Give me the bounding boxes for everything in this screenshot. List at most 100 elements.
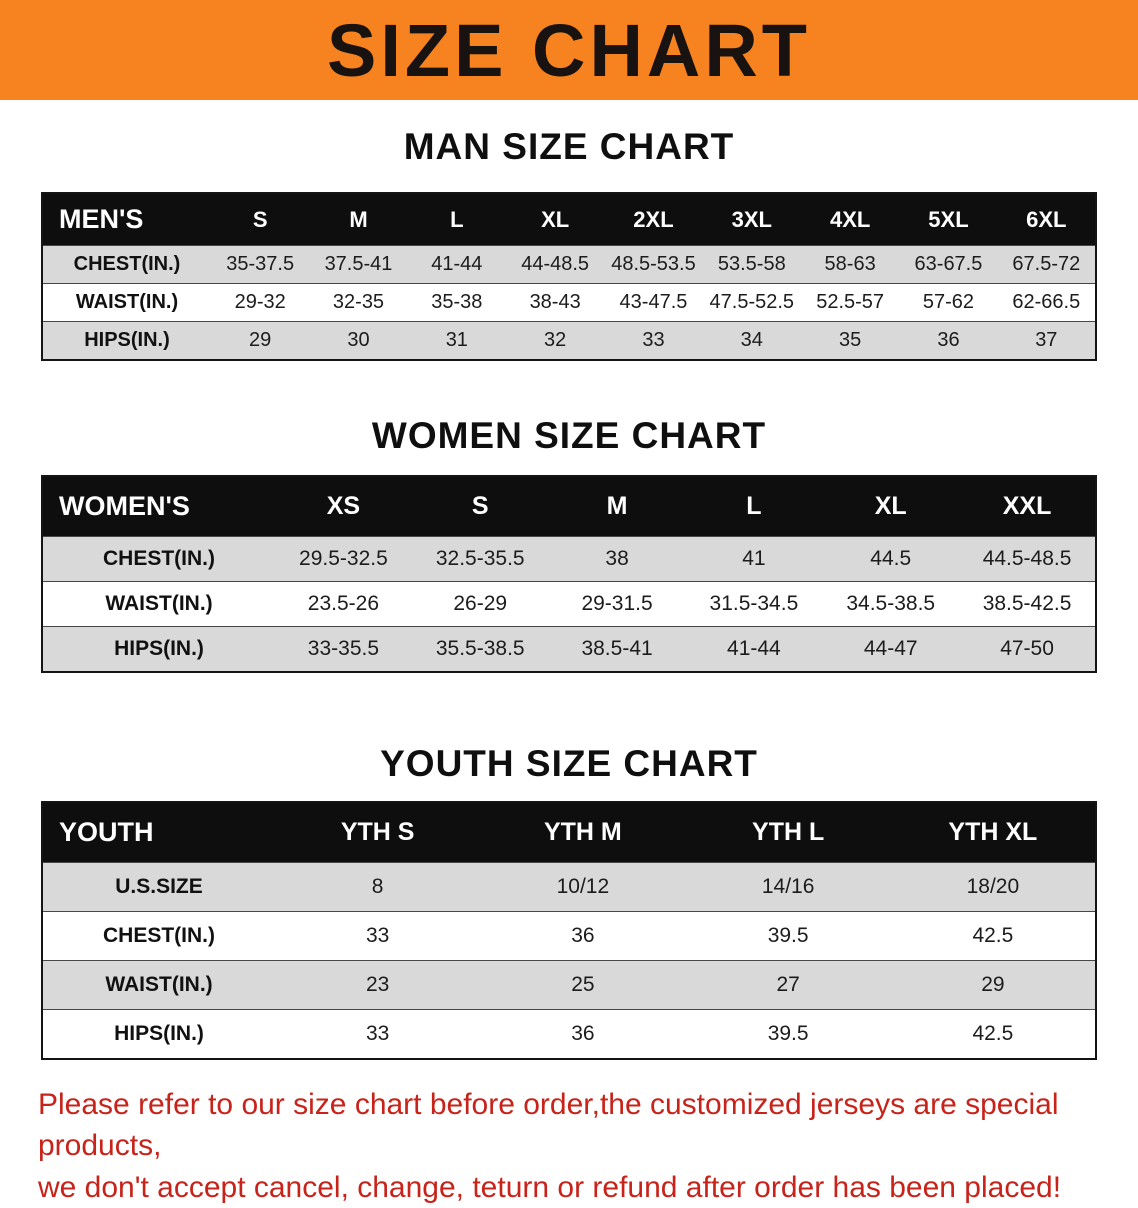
table-corner-label: MEN'S bbox=[42, 193, 211, 246]
size-column-header: 4XL bbox=[800, 193, 900, 246]
size-column-header: YTH S bbox=[275, 802, 481, 863]
table-row: HIPS(IN.) 29 30 31 32 33 34 35 36 37 bbox=[42, 321, 1096, 360]
size-column-header: S bbox=[211, 193, 310, 246]
measurement-cell: 29 bbox=[981, 973, 1005, 996]
order-notice: Please refer to our size chart before or… bbox=[0, 1084, 1138, 1208]
size-column-header: L bbox=[685, 476, 823, 537]
men-size-table: MEN'S S M L XL 2XL 3XL 4XL 5XL 6XL CHEST(IN.) 35-37… bbox=[41, 192, 1097, 361]
row-label: CHEST(IN.) bbox=[103, 924, 215, 947]
table-header-row: MEN'S S M L XL 2XL 3XL 4XL 5XL 6XL bbox=[42, 193, 1096, 246]
youth-size-table: YOUTH YTH S YTH M YTH L YTH XL U.S.SIZE 8 10/12… bbox=[41, 801, 1097, 1060]
youth-size-section: YOUTH SIZE CHART YOUTH YTH S YTH M YTH L YTH… bbox=[41, 743, 1097, 1060]
measurement-cell: 36 bbox=[571, 924, 595, 947]
measurement-cell: 32.5-35.5 bbox=[435, 547, 525, 570]
measurement-cell: 25 bbox=[571, 973, 595, 996]
measurement-cell: 35 bbox=[839, 329, 862, 351]
row-label: CHEST(IN.) bbox=[103, 547, 215, 570]
men-size-section: MAN SIZE CHART MEN'S S M L XL 2XL 3XL 4XL 5XL 6XL… bbox=[41, 126, 1097, 361]
measurement-cell: 38 bbox=[605, 547, 629, 570]
table-row: WAIST(IN.) 29-32 32-35 35-38 38-43 43-47.5 47.… bbox=[42, 283, 1096, 322]
measurement-cell: 36 bbox=[937, 329, 960, 351]
women-size-table: WOMEN'S XS S M L XL XXL CHEST(IN.) 29.5-32.5 32.5… bbox=[41, 475, 1097, 673]
measurement-cell: 48.5-53.5 bbox=[611, 253, 696, 275]
measurement-cell: 30 bbox=[347, 329, 370, 351]
measurement-cell: 41 bbox=[742, 547, 766, 570]
row-label: HIPS(IN.) bbox=[84, 329, 170, 351]
table-row: WAIST(IN.) 23.5-26 26-29 29-31.5 31.5-34.5 34… bbox=[42, 581, 1096, 627]
measurement-cell: 44.5 bbox=[870, 547, 912, 570]
table-row: CHEST(IN.) 33 36 39.5 42.5 bbox=[42, 911, 1096, 961]
measurement-cell: 37.5-41 bbox=[324, 253, 393, 275]
measurement-cell: 44-48.5 bbox=[521, 253, 590, 275]
measurement-cell: 32-35 bbox=[332, 291, 385, 313]
women-section-title: WOMEN SIZE CHART bbox=[371, 415, 767, 456]
measurement-cell: 62-66.5 bbox=[1012, 291, 1081, 313]
table-header-row: YOUTH YTH S YTH M YTH L YTH XL bbox=[42, 802, 1096, 863]
table-row: HIPS(IN.) 33 36 39.5 42.5 bbox=[42, 1009, 1096, 1059]
size-column-header: YTH XL bbox=[890, 802, 1096, 863]
table-row: CHEST(IN.) 29.5-32.5 32.5-35.5 38 41 44.5 44.5… bbox=[42, 536, 1096, 582]
measurement-cell: 36 bbox=[571, 1022, 595, 1045]
measurement-cell: 34 bbox=[740, 329, 763, 351]
measurement-cell: 33 bbox=[365, 1022, 390, 1045]
page-title: SIZE CHART bbox=[327, 8, 811, 92]
table-corner-label: YOUTH bbox=[42, 802, 275, 863]
measurement-cell: 34.5-38.5 bbox=[846, 592, 936, 615]
measurement-cell: 53.5-58 bbox=[717, 253, 786, 275]
size-column-header: M bbox=[309, 193, 408, 246]
measurement-cell: 23 bbox=[365, 973, 390, 996]
size-column-header: YTH M bbox=[480, 802, 686, 863]
measurement-cell: 29-32 bbox=[234, 291, 286, 313]
measurement-cell: 23.5-26 bbox=[307, 592, 380, 615]
measurement-cell: 41-44 bbox=[727, 637, 781, 660]
measurement-cell: 26-29 bbox=[453, 592, 508, 615]
measurement-cell: 63-67.5 bbox=[914, 253, 983, 275]
measurement-cell: 42.5 bbox=[972, 1022, 1014, 1045]
measurement-cell: 67.5-72 bbox=[1012, 253, 1081, 275]
table-row: WAIST(IN.) 23 25 27 29 bbox=[42, 960, 1096, 1010]
youth-section-title: YOUTH SIZE CHART bbox=[380, 743, 758, 784]
measurement-cell: 44-47 bbox=[863, 637, 918, 660]
row-label: HIPS(IN.) bbox=[114, 1022, 204, 1045]
measurement-cell: 33 bbox=[642, 329, 665, 351]
measurement-cell: 38-43 bbox=[529, 291, 581, 313]
men-section-title: MAN SIZE CHART bbox=[403, 126, 735, 167]
size-column-header: XL bbox=[505, 193, 605, 246]
measurement-cell: 47-50 bbox=[1000, 637, 1054, 660]
table-header-row: WOMEN'S XS S M L XL XXL bbox=[42, 476, 1096, 537]
size-column-header: XXL bbox=[959, 476, 1096, 537]
measurement-cell: 42.5 bbox=[972, 924, 1014, 947]
measurement-cell: 38.5-41 bbox=[581, 637, 653, 660]
measurement-cell: 35-38 bbox=[431, 291, 483, 313]
size-column-header: XS bbox=[275, 476, 412, 537]
measurement-cell: 32 bbox=[544, 329, 567, 351]
size-column-header: 5XL bbox=[899, 193, 998, 246]
measurement-cell: 47.5-52.5 bbox=[709, 291, 795, 313]
size-column-header: L bbox=[407, 193, 506, 246]
size-column-header: 6XL bbox=[997, 193, 1096, 246]
measurement-cell: 57-62 bbox=[922, 291, 975, 313]
table-corner-label: WOMEN'S bbox=[42, 476, 275, 537]
measurement-cell: 35.5-38.5 bbox=[435, 637, 525, 660]
notice-line-2: we don't accept cancel, change, teturn o… bbox=[38, 1170, 1062, 1204]
size-column-header: S bbox=[411, 476, 549, 537]
row-label: U.S.SIZE bbox=[115, 875, 203, 898]
size-column-header: YTH L bbox=[685, 802, 891, 863]
size-column-header: XL bbox=[822, 476, 960, 537]
row-label: WAIST(IN.) bbox=[105, 592, 213, 615]
notice-line-1: Please refer to our size chart before or… bbox=[38, 1088, 1059, 1163]
row-label: WAIST(IN.) bbox=[75, 291, 179, 313]
measurement-cell: 29.5-32.5 bbox=[299, 547, 388, 570]
measurement-cell: 14/16 bbox=[761, 875, 815, 898]
measurement-cell: 33-35.5 bbox=[307, 637, 380, 660]
measurement-cell: 18/20 bbox=[966, 875, 1020, 898]
women-size-section: WOMEN SIZE CHART WOMEN'S XS S M L XL XXL CHEST(… bbox=[41, 415, 1097, 673]
measurement-cell: 29 bbox=[249, 329, 272, 351]
row-label: HIPS(IN.) bbox=[114, 637, 204, 660]
table-row: CHEST(IN.) 35-37.5 37.5-41 41-44 44-48.5 48.5… bbox=[42, 245, 1096, 284]
measurement-cell: 31 bbox=[445, 329, 468, 351]
measurement-cell: 29-31.5 bbox=[581, 592, 653, 615]
measurement-cell: 38.5-42.5 bbox=[982, 592, 1072, 615]
measurement-cell: 43-47.5 bbox=[619, 291, 688, 313]
